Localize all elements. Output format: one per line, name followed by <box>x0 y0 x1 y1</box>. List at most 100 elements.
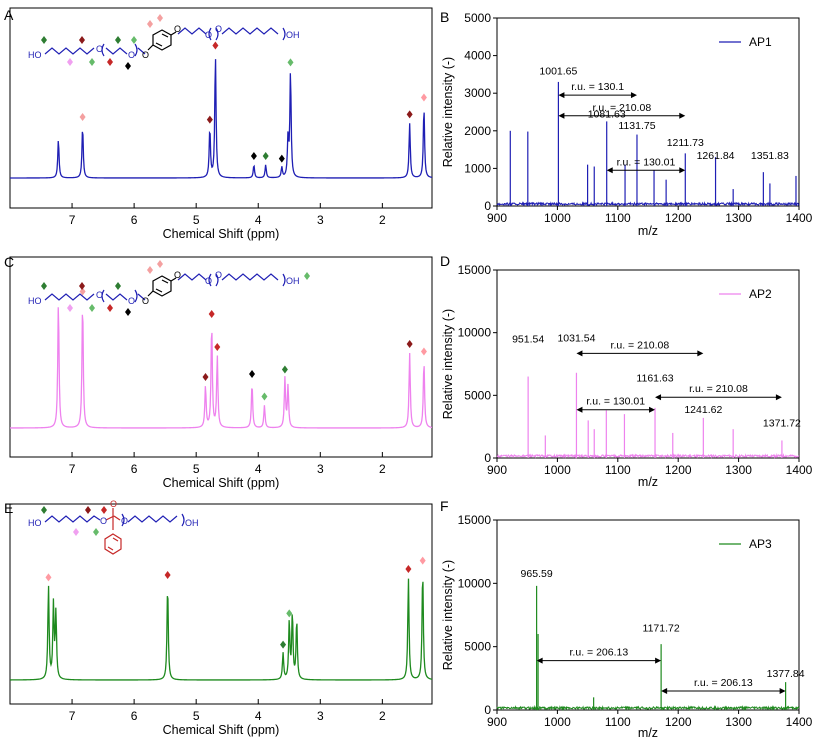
peak-label: 1241.62 <box>684 404 722 416</box>
plot-frame <box>496 17 800 207</box>
peak-marker <box>406 110 413 119</box>
y-tick-label: 5000 <box>464 11 491 25</box>
structure-a-o-label: O <box>215 24 222 34</box>
peak-marker <box>214 343 221 351</box>
y-tick-label: 15000 <box>458 513 492 527</box>
ru-label: r.u. = 210.08 <box>689 383 748 395</box>
structure-a-o-label: O <box>142 50 149 60</box>
x-tick-label: 3 <box>317 462 324 476</box>
peak-marker <box>405 565 412 573</box>
ru-label: r.u. = 130.01 <box>617 156 676 168</box>
peak-label: 1131.75 <box>618 120 655 132</box>
y-tick-label: 0 <box>484 451 491 465</box>
x-tick-label: 5 <box>193 462 200 476</box>
peak-markers <box>79 41 427 163</box>
panel-letter-c: C <box>4 254 14 270</box>
ru-arrow-head-left <box>655 394 662 401</box>
nmr-trace <box>10 307 433 429</box>
structure-e-o-label: O <box>100 516 107 526</box>
y-axis-title: Relative intensity (-) <box>441 309 455 419</box>
structure-c-o-label: O <box>215 270 222 280</box>
peak-marker <box>250 152 257 160</box>
x-tick-label: 1300 <box>725 715 752 729</box>
ru-arrow-head-left <box>606 167 613 174</box>
y-tick-label: 4000 <box>464 49 491 63</box>
peak-label: 1261.84 <box>697 150 735 162</box>
x-tick-label: 4 <box>255 213 262 227</box>
y-tick-label: 1000 <box>464 161 491 175</box>
y-tick-label: 5000 <box>464 640 491 654</box>
legend-label: AP1 <box>749 35 772 49</box>
structure-a-chain <box>44 27 286 57</box>
structure-c: HO O O O O O O OH <box>28 260 310 316</box>
x-tick-label: 4 <box>255 709 262 723</box>
structure-e-ho-label: HO <box>28 518 42 528</box>
structure-a-ho-label: HO <box>28 50 42 60</box>
x-tick-label: 1100 <box>605 211 631 225</box>
y-axis: 0 5000 10000 15000 <box>458 263 497 465</box>
panel-letter-b: B <box>440 9 449 25</box>
structure-e-o-label: O <box>110 499 117 509</box>
ru-label: r.u. = 206.13 <box>570 647 629 659</box>
peak-marker <box>202 373 209 381</box>
ms-baseline <box>496 200 800 207</box>
structure-c-markers <box>41 260 310 316</box>
x-axis: 7 6 5 4 3 2 <box>69 203 386 227</box>
ru-label: r.u. = 130.01 <box>586 396 645 408</box>
legend-label: AP2 <box>749 287 772 301</box>
peak-marker <box>287 58 294 67</box>
ru-label: r.u. = 210.08 <box>592 102 651 114</box>
plot-frame <box>9 503 433 705</box>
y-tick-label: 10000 <box>458 326 492 340</box>
x-tick-label: 7 <box>69 213 76 227</box>
peak-label: 1171.72 <box>643 622 680 634</box>
ru-arrow-head-right <box>679 112 686 119</box>
plot-frame <box>496 269 800 459</box>
ru-label: r.u. = 210.08 <box>611 339 670 351</box>
x-tick-label: 2 <box>379 709 386 723</box>
peak-marker <box>79 113 86 121</box>
x-axis-title: m/z <box>638 224 658 238</box>
ru-arrow-head-right <box>679 167 686 174</box>
x-tick-label: 1200 <box>665 715 692 729</box>
peak-marker <box>261 392 268 401</box>
y-tick-label: 2000 <box>464 124 491 138</box>
peak-markers <box>79 287 427 401</box>
structure-c-chain <box>44 273 286 303</box>
x-axis-title: m/z <box>638 726 658 740</box>
peak-label: 1001.65 <box>539 65 577 77</box>
peak-label: 1371.72 <box>763 418 801 430</box>
structure-c-o-label: O <box>142 296 149 306</box>
structure-c-o-label: O <box>128 296 135 306</box>
peak-markers <box>45 556 426 649</box>
x-tick-label: 6 <box>131 462 138 476</box>
ru-arrow-head-left <box>558 92 565 99</box>
ru-arrow-head-left <box>661 688 668 694</box>
structure-a-o-label: O <box>174 24 181 34</box>
x-axis-title: Chemical Shift (ppm) <box>163 227 280 241</box>
ru-arrow-head-right <box>779 688 786 694</box>
ms-trace <box>496 585 800 712</box>
plot-frame <box>9 256 433 458</box>
ms-panel-b: 900 1000 1100 1200 1300 1400 0 1000 2000 3000 400… <box>441 11 813 238</box>
nmr-spectrum-line <box>10 578 433 681</box>
x-tick-label: 1300 <box>725 211 752 225</box>
peak-marker <box>206 115 213 124</box>
x-tick-label: 7 <box>69 709 76 723</box>
x-tick-label: 7 <box>69 462 76 476</box>
ester-group <box>104 508 122 555</box>
panel-letter-a: A <box>4 7 14 23</box>
benzene-ring <box>147 275 177 297</box>
x-tick-label: 1000 <box>544 211 571 225</box>
ms-baseline <box>496 452 800 459</box>
peak-marker <box>281 365 288 374</box>
peak-label: 951.54 <box>512 334 544 346</box>
peak-marker <box>79 287 86 296</box>
peak-marker <box>45 573 52 582</box>
y-axis: 0 5000 10000 15000 <box>458 513 497 717</box>
structure-e-markers <box>41 506 107 536</box>
ru-arrow-head-right <box>649 406 656 413</box>
nmr-trace <box>10 578 433 681</box>
plot-frame <box>496 519 800 711</box>
ru-arrow-head-left <box>536 657 543 664</box>
